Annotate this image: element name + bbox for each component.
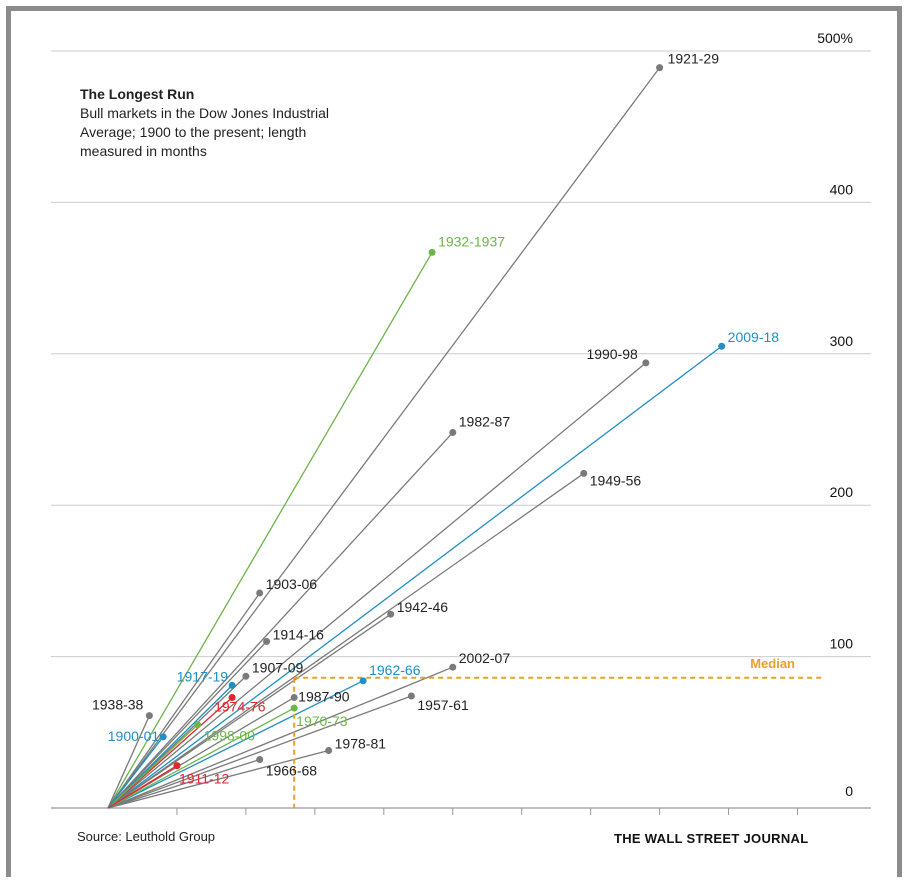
chart-svg: 0 100 200 300 400 500% Median 1921-29 1932-193… [51,30,871,815]
series-line-1970-73 [107,707,295,809]
series-line-1962-66 [107,680,364,809]
y-tick-label-300: 300 [830,333,854,349]
point-2002-07 [449,663,457,671]
title-block: The Longest Run Bull markets in the Dow … [80,85,340,161]
point-1978-81 [325,746,333,754]
label-1911-12: 1911-12 [179,771,230,787]
series-line-1903-06 [107,592,261,809]
series-line-1982-87 [107,432,454,809]
y-tick-label-500: 500% [817,30,853,46]
label-1998-00: 1998-00 [204,728,256,744]
series-line-1966-68 [107,758,260,809]
label-1903-06: 1903-06 [266,576,318,592]
series-line-1911-12 [107,765,178,809]
label-1974-76: 1974-76 [214,698,266,714]
y-tick-label-200: 200 [830,484,854,500]
series-points [145,64,726,770]
series-line-1990-98 [107,362,647,809]
y-tick-label-0: 0 [845,783,853,799]
label-1966-68: 1966-68 [266,763,318,779]
series-line-1998-00 [107,724,199,809]
label-1938-38: 1938-38 [92,697,144,713]
point-1974-76 [228,693,236,701]
point-1962-66 [359,677,367,685]
series-line-2009-18 [107,345,723,809]
point-1900-01 [159,733,167,741]
series-line-1938-38 [107,715,150,809]
point-1914-16 [263,637,271,645]
chart-title: The Longest Run [80,86,195,102]
point-1990-98 [642,359,650,367]
label-1990-98: 1990-98 [586,346,638,362]
label-1917-19: 1917-19 [177,668,229,684]
series-line-1957-61 [107,695,412,809]
series-line-1978-81 [107,749,329,809]
series-line-1949-56 [107,472,585,809]
point-1942-46 [387,610,395,618]
point-1998-00 [194,721,202,729]
point-1949-56 [580,469,588,477]
point-1938-38 [145,712,153,720]
point-1917-19 [228,681,236,689]
median-layer: Median [293,656,823,808]
point-1982-87 [449,429,457,437]
y-tick-label-100: 100 [830,636,854,652]
label-1962-66: 1962-66 [369,662,421,678]
label-1949-56: 1949-56 [590,472,642,488]
chart-frame: 0 100 200 300 400 500% Median 1921-29 1932-193… [6,6,902,877]
point-2009-18 [718,342,726,350]
label-2009-18: 2009-18 [728,329,780,345]
series-line-1917-19 [107,684,233,809]
source-note: Source: Leuthold Group [77,829,216,844]
point-1966-68 [256,756,264,764]
point-1987-90 [290,693,298,701]
point-1903-06 [256,589,264,597]
label-1932-1937: 1932-1937 [438,233,505,249]
point-1921-29 [656,64,664,72]
series-line-1914-16 [107,641,268,809]
series-line-1900-01 [107,736,164,809]
label-1921-29: 1921-29 [668,51,720,67]
point-1957-61 [407,692,415,700]
series-line-1942-46 [107,613,392,809]
label-1957-61: 1957-61 [417,697,469,713]
label-1942-46: 1942-46 [397,599,449,615]
point-1907-09 [242,672,250,680]
point-1970-73 [290,704,298,712]
grid-layer: 0 100 200 300 400 500% [51,30,871,815]
series-line-1921-29 [107,67,661,809]
series-labels: 1921-29 1932-1937 2009-18 1990-98 1982-87 194… [92,51,779,787]
series-line-1932-1937 [107,252,433,809]
point-1911-12 [173,762,181,770]
label-1978-81: 1978-81 [335,735,387,751]
y-tick-label-400: 400 [830,181,854,197]
series-lines [107,67,723,809]
publisher-credit: THE WALL STREET JOURNAL [614,831,809,846]
label-1907-09: 1907-09 [252,659,304,675]
series-line-2002-07 [107,666,454,809]
label-1970-73: 1970-73 [296,713,348,729]
label-1987-90: 1987-90 [298,688,350,704]
label-1982-87: 1982-87 [459,414,511,430]
median-label: Median [750,656,795,671]
point-1932-1937 [428,248,436,256]
chart-subtitle: Bull markets in the Dow Jones Industrial… [80,105,329,159]
label-1900-01: 1900-01 [108,728,160,744]
label-2002-07: 2002-07 [459,650,511,666]
label-1914-16: 1914-16 [273,626,325,642]
